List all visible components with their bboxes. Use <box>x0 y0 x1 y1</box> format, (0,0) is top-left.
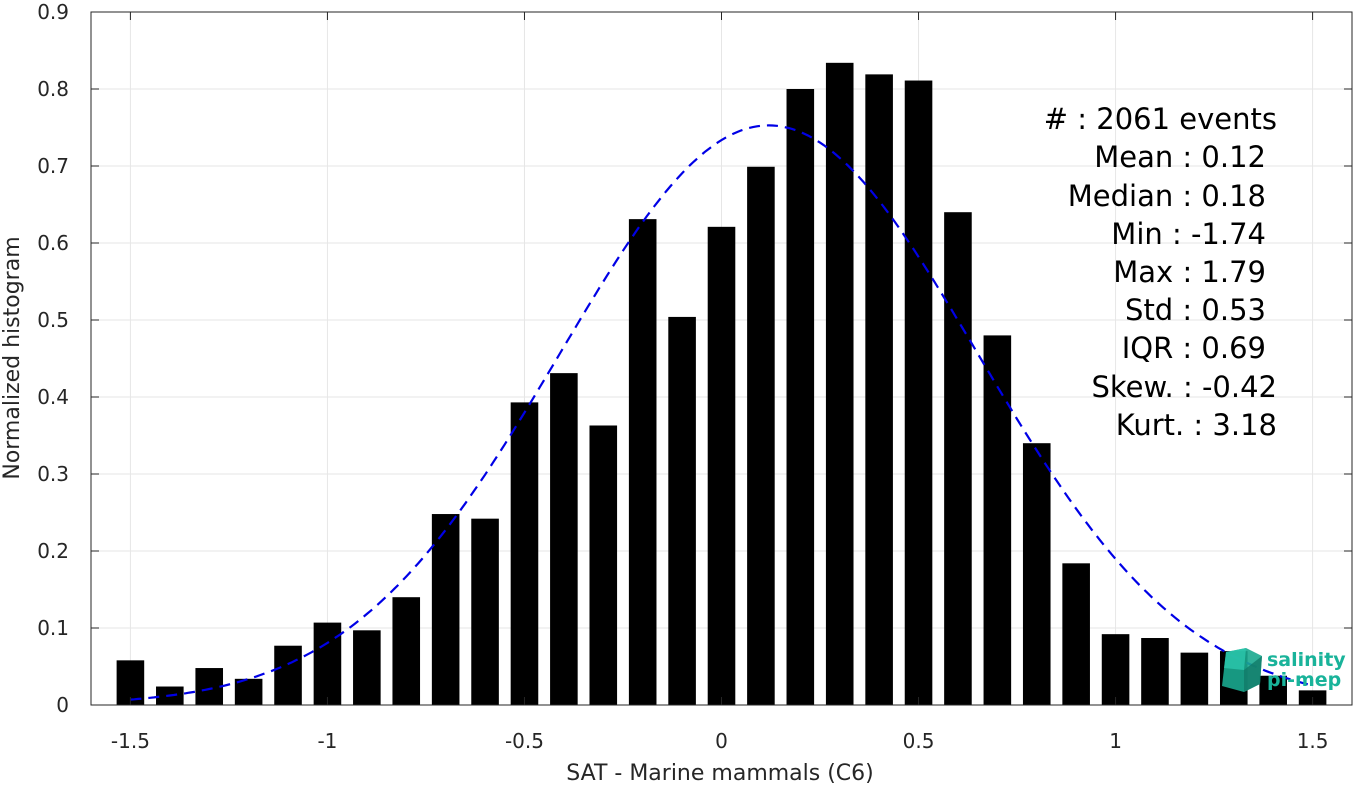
histogram-bar <box>747 166 775 705</box>
histogram-bar <box>786 89 815 705</box>
histogram-bar <box>825 62 854 705</box>
histogram-bar <box>1180 652 1209 705</box>
histogram-bar <box>313 622 342 705</box>
histogram-bar <box>471 518 499 705</box>
histogram-bar <box>195 668 224 705</box>
normal-fit-curve <box>130 124 1313 701</box>
y-tick-label: 0.9 <box>37 0 69 24</box>
histogram-bar <box>353 630 381 705</box>
histogram-bar <box>510 402 539 705</box>
x-axis-ticks: -1.5 -1 -0.5 0 0.5 1 1.5 <box>111 12 1329 753</box>
salinity-pimep-logo: salinity pi-mep <box>1222 648 1346 692</box>
stat-std: Std : 0.53 <box>1125 293 1266 327</box>
y-tick-label: 0.4 <box>37 385 69 409</box>
x-tick-label: 1 <box>1109 729 1122 753</box>
histogram-bar <box>1062 563 1090 705</box>
stat-skew: Skew. : -0.42 <box>1091 370 1277 404</box>
y-tick-label: 0.6 <box>37 231 69 255</box>
histogram-bar <box>983 335 1012 705</box>
histogram-bar <box>234 678 263 705</box>
histogram-bar <box>431 514 460 705</box>
stat-min: Min : -1.74 <box>1111 217 1266 251</box>
histogram-bar <box>1259 675 1287 705</box>
statistics-box: # : 2061 events Mean : 0.12 Median : 0.1… <box>1044 102 1277 442</box>
stat-max: Max : 1.79 <box>1113 255 1266 289</box>
x-tick-label: 0 <box>715 729 728 753</box>
y-axis-ticks: 0 0.1 0.2 0.3 0.4 0.5 0.6 0.7 0.8 0.9 <box>37 0 1352 717</box>
stat-median: Median : 0.18 <box>1068 179 1266 213</box>
logo-text-pimep: pi-mep <box>1267 669 1341 691</box>
stat-mean: Mean : 0.12 <box>1094 140 1266 174</box>
logo-text-salinity: salinity <box>1267 649 1346 671</box>
histogram-bars <box>116 62 1327 706</box>
histogram-bar <box>1022 443 1051 705</box>
histogram-bar <box>904 80 933 705</box>
y-axis-label: Normalized histogram <box>0 236 25 479</box>
histogram-bar <box>550 373 578 705</box>
x-tick-label: -0.5 <box>505 729 544 753</box>
histogram-bar <box>865 74 893 706</box>
histogram-bar <box>944 212 972 705</box>
y-tick-label: 0.7 <box>37 154 69 178</box>
x-tick-label: -1 <box>317 729 337 753</box>
histogram-bar <box>628 219 657 705</box>
x-tick-label: 0.5 <box>903 729 935 753</box>
y-tick-label: 0.2 <box>37 539 69 563</box>
x-axis-label: SAT - Marine mammals (C6) <box>566 761 874 785</box>
histogram-bar <box>707 226 736 705</box>
histogram-bar <box>1101 634 1130 705</box>
y-tick-label: 0 <box>56 693 69 717</box>
stat-iqr: IQR : 0.69 <box>1122 331 1266 365</box>
stat-count: # : 2061 events <box>1044 102 1277 136</box>
y-tick-label: 0.1 <box>37 616 69 640</box>
histogram-bar <box>1141 638 1169 705</box>
histogram-bar <box>392 597 421 705</box>
histogram-bar <box>274 645 302 705</box>
x-tick-label: -1.5 <box>111 729 150 753</box>
stat-kurt: Kurt. : 3.18 <box>1116 408 1277 442</box>
y-tick-label: 0.8 <box>37 77 69 101</box>
y-tick-label: 0.3 <box>37 462 69 486</box>
x-tick-label: 1.5 <box>1297 729 1329 753</box>
y-tick-label: 0.5 <box>37 308 69 332</box>
histogram-bar <box>589 425 618 705</box>
histogram-bar <box>668 316 696 705</box>
